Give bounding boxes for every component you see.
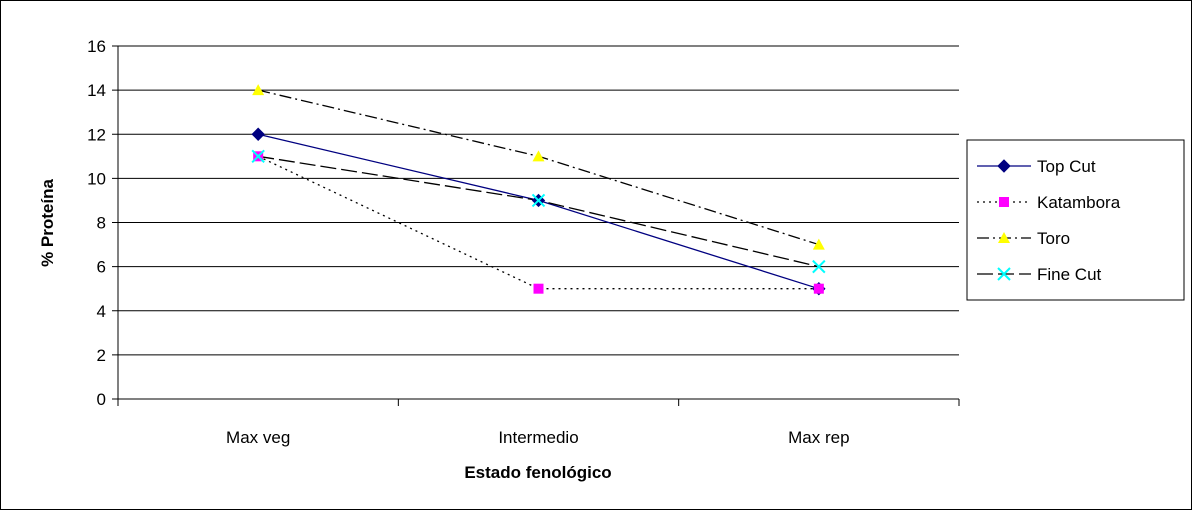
data-point-fine-cut bbox=[812, 259, 826, 274]
data-point-top-cut bbox=[251, 127, 265, 141]
legend-marker bbox=[997, 159, 1011, 173]
data-point-katambora bbox=[813, 283, 824, 294]
series-line-toro bbox=[258, 89, 820, 246]
legend-item-katambora: Katambora bbox=[977, 193, 1121, 212]
data-point-toro bbox=[252, 84, 265, 96]
x-axis-title: Estado fenológico bbox=[464, 463, 611, 482]
y-tick-label: 6 bbox=[97, 258, 106, 277]
legend-item-fine-cut: Fine Cut bbox=[977, 265, 1102, 284]
legend-marker bbox=[998, 232, 1010, 243]
legend-marker bbox=[997, 267, 1011, 281]
data-point-toro bbox=[812, 238, 825, 250]
series-line-katambora bbox=[257, 155, 819, 290]
data-point-fine-cut bbox=[251, 149, 265, 164]
legend-label: Toro bbox=[1037, 229, 1070, 248]
data-point-toro bbox=[532, 150, 545, 162]
y-tick-label: 10 bbox=[87, 169, 106, 188]
y-tick-label: 2 bbox=[97, 346, 106, 365]
y-tick-label: 8 bbox=[97, 214, 106, 233]
data-point-katambora bbox=[533, 283, 544, 294]
x-tick-label: Max rep bbox=[788, 428, 849, 447]
y-axis-title: % Proteína bbox=[38, 179, 57, 267]
y-tick-label: 16 bbox=[87, 37, 106, 56]
axes: 0 2 4 6 8 10 12 14 16 Max veg Intermedio Max rep bbox=[87, 37, 960, 447]
y-tick-label: 0 bbox=[97, 390, 106, 409]
y-tick-label: 4 bbox=[97, 302, 106, 321]
legend-item-toro: Toro bbox=[977, 229, 1070, 248]
marker-stroke bbox=[251, 149, 265, 164]
y-tick-label: 14 bbox=[87, 81, 106, 100]
marker-stroke bbox=[531, 193, 546, 208]
legend: Top Cut Katambora Toro Fine Cut bbox=[966, 139, 1185, 301]
x-tick-label: Max veg bbox=[226, 428, 290, 447]
legend-marker bbox=[999, 197, 1009, 207]
legend-label: Top Cut bbox=[1037, 157, 1096, 176]
series-line-fine-cut bbox=[258, 155, 819, 268]
x-tick-label: Intermedio bbox=[498, 428, 578, 447]
marker-stroke bbox=[812, 259, 826, 274]
series-lines bbox=[257, 89, 820, 290]
legend-label: Fine Cut bbox=[1037, 265, 1102, 284]
legend-label: Katambora bbox=[1037, 193, 1121, 212]
y-tick-label: 12 bbox=[87, 125, 106, 144]
series-markers bbox=[251, 84, 826, 296]
legend-item-top-cut: Top Cut bbox=[977, 157, 1096, 176]
data-point-fine-cut bbox=[531, 193, 546, 208]
marker-stroke bbox=[997, 267, 1011, 281]
